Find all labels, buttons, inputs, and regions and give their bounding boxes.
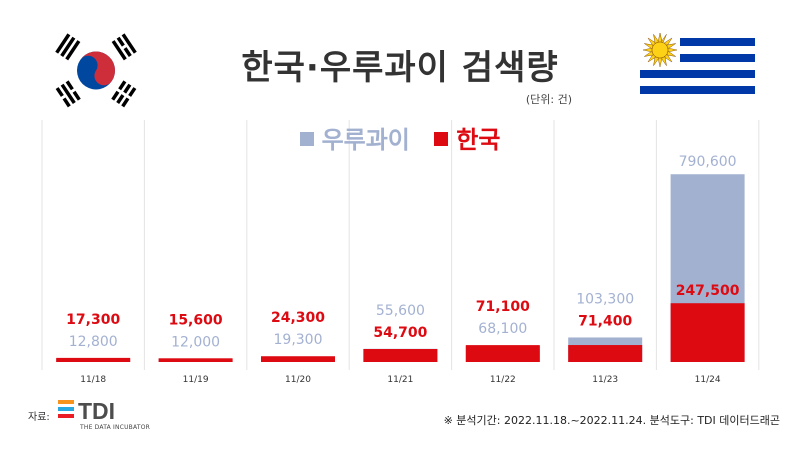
value-label-korea: 15,600 — [169, 312, 223, 328]
value-label-uruguay: 68,100 — [478, 321, 527, 337]
bar-korea — [158, 358, 233, 362]
value-label-korea: 71,100 — [476, 299, 530, 315]
footnote: ※ 분석기간: 2022.11.18.~2022.11.24. 분석도구: TD… — [443, 414, 780, 427]
value-label-korea: 247,500 — [676, 283, 740, 299]
tdi-logo-icon: TDI — [58, 398, 115, 424]
legend-item-korea: 한국 — [434, 120, 500, 155]
legend-swatch-uruguay — [299, 132, 314, 146]
source-label: 자료: — [28, 412, 50, 423]
value-label-uruguay: 103,300 — [576, 291, 634, 307]
tdi-logo-subtitle: THE DATA INCUBATOR — [80, 424, 150, 431]
x-tick-label: 11/18 — [80, 375, 106, 385]
legend-label-uruguay: 우루과이 — [321, 126, 410, 154]
value-label-uruguay: 55,600 — [376, 303, 425, 319]
unit-label: (단위: 건) — [525, 93, 572, 106]
value-label-uruguay: 790,600 — [679, 154, 737, 170]
value-label-uruguay: 12,800 — [69, 334, 118, 350]
legend-label-korea: 한국 — [456, 126, 501, 154]
value-label-korea: 17,300 — [66, 312, 120, 328]
bar-korea — [670, 303, 745, 362]
x-tick-label: 11/19 — [183, 375, 209, 385]
value-label-korea: 54,700 — [373, 325, 427, 341]
bar-korea — [363, 349, 438, 362]
page-title: 한국·우루과이 검색량 — [241, 48, 559, 88]
bar-korea — [56, 357, 131, 362]
x-tick-label: 11/24 — [695, 375, 721, 385]
korea-flag-icon — [50, 33, 142, 108]
x-tick-label: 11/20 — [285, 375, 311, 385]
legend-swatch-korea — [434, 132, 449, 146]
bar-korea — [568, 345, 643, 362]
chart-legend: 우루과이 한국 — [0, 120, 800, 155]
bar-korea — [261, 356, 335, 362]
uruguay-flag-icon — [640, 30, 755, 102]
x-tick-label: 11/23 — [592, 375, 618, 385]
x-tick-label: 11/21 — [387, 375, 413, 385]
value-label-uruguay: 19,300 — [274, 332, 323, 348]
value-label-korea: 24,300 — [271, 310, 325, 326]
legend-item-uruguay: 우루과이 — [299, 120, 410, 155]
value-label-korea: 71,400 — [578, 313, 632, 329]
value-label-uruguay: 12,000 — [171, 334, 220, 350]
bar-korea — [465, 345, 540, 362]
tdi-logo-text: TDI — [78, 398, 115, 424]
x-tick-label: 11/22 — [490, 375, 516, 385]
